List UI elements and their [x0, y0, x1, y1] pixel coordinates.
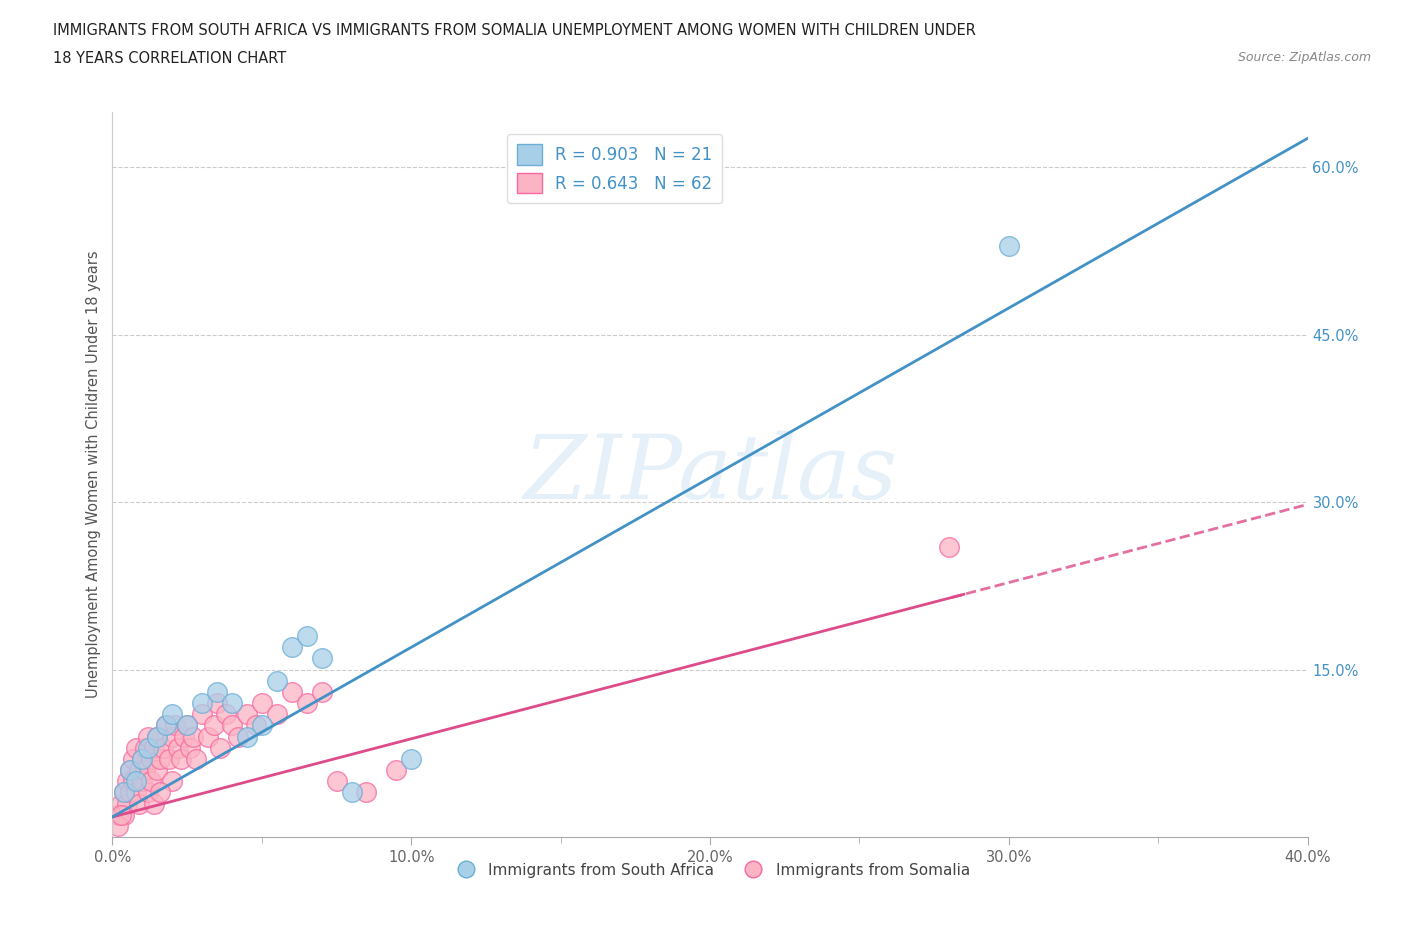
Point: [162, 707, 183, 722]
Point: [401, 751, 423, 766]
Point: [143, 796, 166, 811]
Point: [221, 696, 243, 711]
Point: [311, 684, 333, 699]
Point: [125, 785, 148, 800]
Point: [141, 774, 163, 789]
Point: [266, 673, 288, 688]
Point: [110, 807, 132, 822]
Point: [191, 696, 214, 711]
Point: [356, 785, 378, 800]
Point: [120, 763, 142, 777]
Point: [202, 718, 225, 733]
Point: [176, 718, 198, 733]
Point: [157, 751, 180, 766]
Point: [146, 729, 169, 744]
Point: [114, 785, 135, 800]
Point: [120, 763, 142, 777]
Point: [250, 718, 273, 733]
Point: [209, 740, 232, 755]
Point: [120, 785, 142, 800]
Point: [110, 796, 132, 811]
Point: [938, 539, 960, 554]
Point: [128, 763, 150, 777]
Point: [128, 796, 150, 811]
Point: [170, 751, 193, 766]
Point: [134, 763, 156, 777]
Point: [138, 729, 160, 744]
Point: [311, 651, 333, 666]
Legend: Immigrants from South Africa, Immigrants from Somalia: Immigrants from South Africa, Immigrants…: [444, 857, 976, 884]
Point: [165, 718, 187, 733]
Y-axis label: Unemployment Among Women with Children Under 18 years: Unemployment Among Women with Children U…: [86, 250, 101, 698]
Text: Source: ZipAtlas.com: Source: ZipAtlas.com: [1237, 51, 1371, 64]
Point: [125, 740, 148, 755]
Point: [117, 796, 139, 811]
Point: [281, 640, 304, 655]
Point: [325, 774, 347, 789]
Point: [149, 785, 172, 800]
Point: [107, 807, 129, 822]
Point: [186, 751, 208, 766]
Point: [114, 785, 135, 800]
Point: [236, 729, 259, 744]
Point: [134, 740, 156, 755]
Point: [191, 707, 214, 722]
Point: [340, 785, 363, 800]
Point: [149, 751, 172, 766]
Point: [385, 763, 408, 777]
Point: [250, 696, 273, 711]
Text: ZIPatlas: ZIPatlas: [523, 431, 897, 518]
Point: [221, 718, 243, 733]
Point: [162, 774, 183, 789]
Point: [107, 818, 129, 833]
Point: [173, 729, 195, 744]
Point: [162, 729, 183, 744]
Point: [176, 718, 198, 733]
Point: [266, 707, 288, 722]
Point: [205, 696, 228, 711]
Point: [998, 238, 1021, 253]
Point: [245, 718, 267, 733]
Point: [215, 707, 238, 722]
Point: [181, 729, 204, 744]
Point: [146, 729, 169, 744]
Point: [205, 684, 228, 699]
Point: [141, 751, 163, 766]
Point: [138, 740, 160, 755]
Point: [179, 740, 201, 755]
Point: [281, 684, 304, 699]
Point: [125, 774, 148, 789]
Point: [295, 696, 318, 711]
Point: [131, 774, 153, 789]
Point: [167, 740, 190, 755]
Point: [226, 729, 249, 744]
Point: [114, 807, 135, 822]
Point: [197, 729, 219, 744]
Point: [155, 718, 177, 733]
Point: [117, 774, 139, 789]
Point: [155, 718, 177, 733]
Point: [143, 740, 166, 755]
Point: [152, 740, 174, 755]
Point: [138, 785, 160, 800]
Point: [131, 751, 153, 766]
Point: [146, 763, 169, 777]
Point: [122, 774, 145, 789]
Point: [236, 707, 259, 722]
Text: IMMIGRANTS FROM SOUTH AFRICA VS IMMIGRANTS FROM SOMALIA UNEMPLOYMENT AMONG WOMEN: IMMIGRANTS FROM SOUTH AFRICA VS IMMIGRAN…: [53, 23, 976, 38]
Point: [131, 751, 153, 766]
Point: [295, 629, 318, 644]
Point: [122, 751, 145, 766]
Text: 18 YEARS CORRELATION CHART: 18 YEARS CORRELATION CHART: [53, 51, 287, 66]
